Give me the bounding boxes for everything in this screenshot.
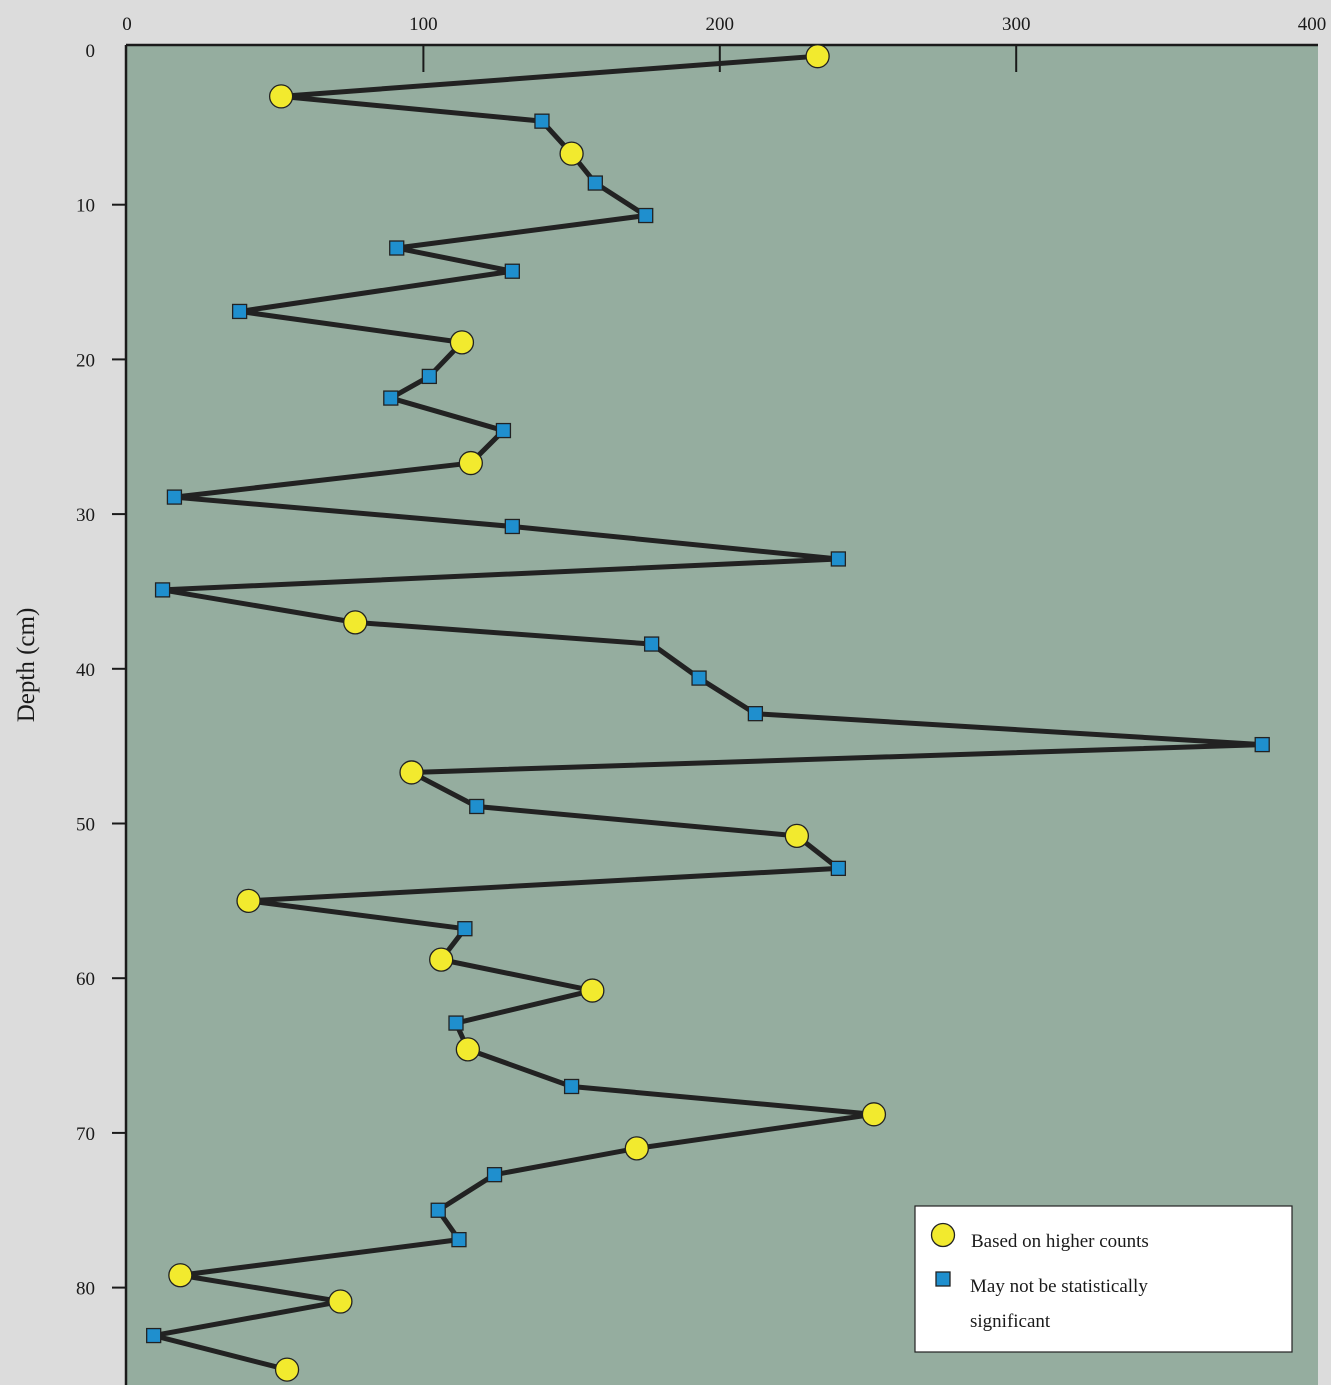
data-point-square	[231, 303, 248, 320]
data-point-square	[166, 489, 183, 505]
data-point-circle	[429, 947, 454, 972]
data-point-square	[389, 240, 405, 256]
data-point-square	[504, 518, 520, 535]
x-tick-label: 200	[706, 14, 735, 35]
legend-square-marker	[935, 1271, 951, 1287]
data-point-square	[504, 263, 520, 279]
data-point-square	[830, 860, 847, 877]
legend-box	[914, 1205, 1293, 1353]
y-tick-label: 30	[76, 505, 95, 526]
x-tick-label: 400	[1298, 14, 1327, 35]
y-tick-label: 50	[76, 815, 95, 836]
data-point-circle	[455, 1037, 481, 1062]
data-point-circle	[236, 888, 261, 913]
data-point-square	[587, 175, 603, 191]
y-axis: 0 10 20 30 40 50 60 70 80	[76, 41, 128, 1385]
data-point-circle	[580, 978, 605, 1003]
data-point-square	[534, 113, 550, 129]
data-point-square	[1254, 736, 1270, 753]
data-point-circle	[343, 610, 368, 635]
data-point-square	[830, 551, 847, 567]
data-point-square	[421, 368, 437, 385]
data-point-square	[146, 1327, 162, 1344]
data-point-circle	[458, 450, 483, 476]
data-point-circle	[805, 44, 830, 69]
legend-label-higher-counts: Based on higher counts	[971, 1231, 1149, 1252]
y-tick-label: 80	[76, 1279, 95, 1300]
data-point-square	[448, 1015, 464, 1031]
data-point-square	[691, 670, 707, 686]
data-point-circle	[449, 330, 475, 355]
y-tick-label: 40	[76, 660, 95, 681]
data-point-square	[469, 798, 485, 815]
data-point-circle	[399, 760, 424, 785]
data-point-square	[457, 921, 473, 937]
data-point-circle	[861, 1102, 887, 1127]
y-tick-label: 10	[76, 196, 95, 217]
y-tick-label: 20	[76, 350, 95, 371]
legend-label-not-significant: May not be statistically significant	[970, 1276, 1148, 1332]
data-point-circle	[559, 141, 584, 166]
data-point-square	[430, 1202, 446, 1218]
data-point-square	[451, 1231, 467, 1248]
legend: Based on higher counts May not be statis…	[914, 1205, 1293, 1353]
data-point-square	[495, 422, 512, 439]
x-axis: 0 100 200 300 400	[122, 14, 1326, 72]
x-tick-label: 0	[122, 14, 132, 35]
data-point-circle	[168, 1263, 193, 1288]
data-markers	[146, 44, 1270, 1382]
data-point-circle	[328, 1289, 353, 1314]
data-point-square	[638, 207, 654, 224]
data-point-square	[486, 1167, 503, 1183]
x-tick-label: 300	[1002, 14, 1031, 35]
plot-area	[126, 45, 1318, 1385]
y-tick-label: 60	[76, 969, 95, 990]
data-point-square	[383, 390, 399, 406]
y-tick-label: 0	[86, 41, 96, 62]
legend-circle-marker	[930, 1222, 956, 1248]
x-tick-label: 100	[409, 14, 438, 35]
data-point-circle	[624, 1136, 649, 1161]
data-point-square	[643, 636, 660, 652]
data-point-square	[747, 706, 764, 722]
data-point-circle	[268, 84, 294, 109]
y-tick-label: 70	[76, 1124, 95, 1145]
data-point-circle	[784, 823, 810, 849]
data-point-circle	[274, 1357, 300, 1382]
data-point-square	[154, 582, 171, 598]
data-point-square	[563, 1078, 580, 1095]
y-axis-title: Depth (cm)	[13, 608, 40, 723]
